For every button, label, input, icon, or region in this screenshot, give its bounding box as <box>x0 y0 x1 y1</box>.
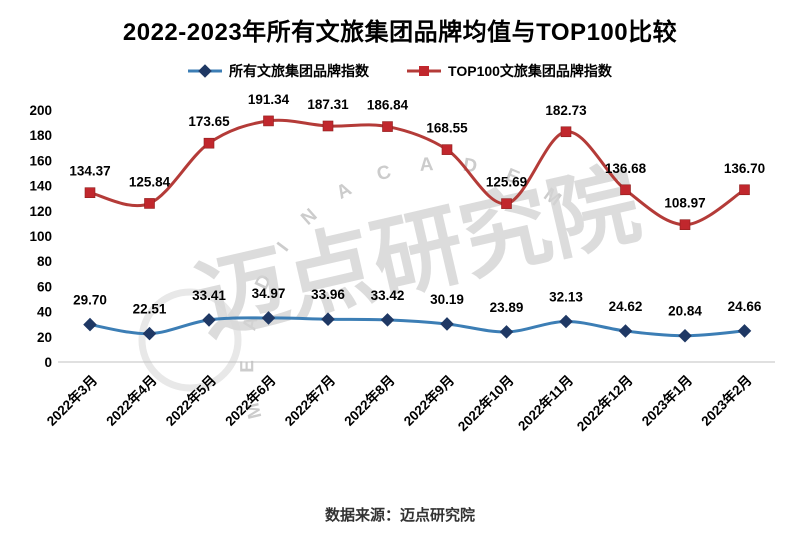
legend-item-all-groups[interactable]: 所有文旅集团品牌指数 <box>188 61 369 81</box>
chart-title: 2022-2023年所有文旅集团品牌均值与TOP100比较 <box>122 19 678 46</box>
data-point-marker <box>203 137 215 149</box>
series-points-0: 29.70 22.51 33.41 34.97 33.96 33.42 30.19 23.89… <box>73 286 762 343</box>
y-axis-tick-label: 60 <box>37 279 52 294</box>
data-point-marker <box>560 126 572 138</box>
data-point-marker <box>499 325 514 339</box>
y-axis-tick-label: 200 <box>29 103 52 118</box>
y-axis-tick-label: 180 <box>29 128 52 143</box>
data-label: 20.84 <box>668 304 702 319</box>
y-axis-tick-label: 0 <box>44 355 52 370</box>
x-axis-label: 2022年12月 <box>573 372 635 434</box>
chart-legend: 所有文旅集团品牌指数 TOP100文旅集团品牌指数 <box>0 61 800 81</box>
data-point-marker <box>559 314 573 329</box>
data-point-marker <box>83 317 97 332</box>
data-point-marker <box>382 121 393 132</box>
x-axis-label: 2022年11月 <box>514 372 576 434</box>
data-label: 136.68 <box>605 161 647 176</box>
data-label: 168.55 <box>426 121 468 136</box>
data-label: 32.13 <box>549 290 583 305</box>
data-point-marker <box>618 324 633 338</box>
data-point-marker <box>142 326 157 341</box>
y-axis-tick-label: 160 <box>29 153 52 168</box>
y-axis-tick-label: 120 <box>29 204 52 219</box>
x-axis-label: 2023年1月 <box>638 372 695 429</box>
data-point-marker <box>380 313 395 327</box>
x-axis-label: 2022年8月 <box>341 372 398 429</box>
data-label: 108.97 <box>664 196 705 211</box>
y-axis-tick-label: 40 <box>37 305 52 320</box>
diamond-line-marker-icon <box>188 64 223 78</box>
data-point-marker <box>739 184 750 196</box>
data-label: 125.84 <box>129 174 171 189</box>
x-axis-label: 2022年7月 <box>281 372 338 429</box>
data-point-marker <box>440 317 454 331</box>
data-label: 187.31 <box>307 97 349 112</box>
x-axis-label: 2022年10月 <box>454 372 516 434</box>
data-label: 186.84 <box>367 98 409 113</box>
data-label: 29.70 <box>73 293 107 308</box>
line-chart: M E A D I N A C A D E M Y迈点研究院0 20 40 60 80 1… <box>0 85 775 434</box>
data-point-marker <box>322 120 334 132</box>
square-line-marker-icon <box>407 66 442 76</box>
data-point-marker <box>202 313 216 327</box>
data-point-marker <box>263 115 274 127</box>
data-point-marker <box>737 324 752 338</box>
data-point-marker <box>501 198 512 209</box>
x-axis-label: 2022年3月 <box>43 372 100 429</box>
data-label: 24.62 <box>609 299 643 314</box>
series-points-1: 134.37 125.84 173.65 191.34 187.31 186.84 168.… <box>69 92 765 230</box>
data-label: 34.97 <box>252 286 286 301</box>
data-point-marker <box>620 184 631 196</box>
data-point-marker <box>144 198 155 209</box>
data-label: 182.73 <box>545 103 587 118</box>
x-axis-label: 2022年9月 <box>400 372 457 429</box>
data-source: 数据来源：迈点研究院 <box>324 507 475 524</box>
y-axis-tick-label: 20 <box>37 330 52 345</box>
watermark-logo-icon <box>138 288 242 392</box>
data-label: 30.19 <box>430 292 464 307</box>
data-point-marker <box>441 144 453 155</box>
data-label: 22.51 <box>133 302 167 317</box>
data-label: 24.66 <box>728 299 762 314</box>
legend-label-top100: TOP100文旅集团品牌指数 <box>448 63 612 79</box>
series-line-0 <box>88 316 746 338</box>
y-axis-tick-label: 80 <box>37 254 52 269</box>
watermark: M E A D I N A C A D E M Y迈点研究院 <box>0 85 649 421</box>
data-label: 33.41 <box>192 288 226 303</box>
data-label: 23.89 <box>490 300 524 315</box>
data-label: 173.65 <box>188 114 230 129</box>
data-point-marker <box>678 328 692 343</box>
data-label: 125.69 <box>486 175 527 190</box>
data-label: 191.34 <box>248 92 290 107</box>
data-point-marker <box>84 187 96 198</box>
legend-label-all-groups: 所有文旅集团品牌指数 <box>229 63 370 79</box>
y-axis-tick-label: 100 <box>29 229 52 244</box>
data-label: 136.70 <box>724 161 765 176</box>
x-axis-label: 2023年2月 <box>698 372 755 429</box>
data-label: 134.37 <box>69 164 110 179</box>
data-label: 33.96 <box>311 287 345 302</box>
data-label: 33.42 <box>371 288 405 303</box>
y-axis-tick-label: 140 <box>29 179 52 194</box>
data-point-marker <box>679 219 691 230</box>
data-point-marker <box>261 311 276 325</box>
x-axis-label: 2022年4月 <box>103 372 160 429</box>
legend-item-top100[interactable]: TOP100文旅集团品牌指数 <box>407 61 612 81</box>
